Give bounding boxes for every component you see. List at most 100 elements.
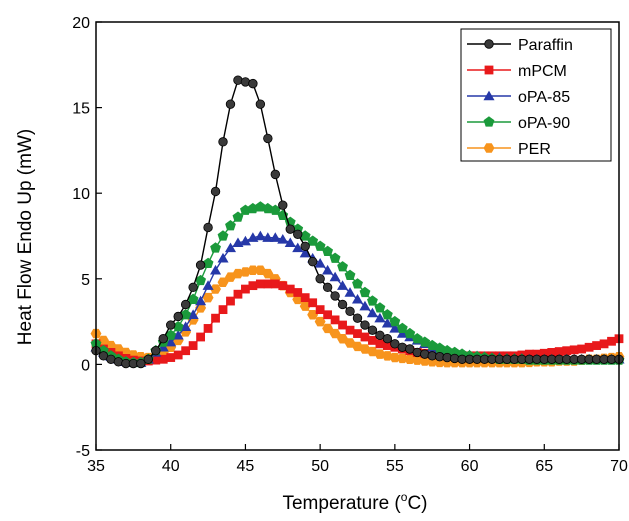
data-point <box>187 309 199 319</box>
data-point <box>225 220 236 231</box>
data-point <box>374 302 386 313</box>
data-point <box>307 256 318 267</box>
data-point <box>352 313 363 323</box>
data-point <box>330 291 340 301</box>
data-point <box>165 336 177 347</box>
x-tick-label: 60 <box>461 458 479 475</box>
data-point <box>330 315 340 325</box>
data-point <box>202 280 214 290</box>
y-tick-label: 10 <box>72 186 90 203</box>
data-point <box>344 338 356 348</box>
data-point <box>241 284 250 294</box>
data-point <box>218 137 228 147</box>
data-point <box>360 320 370 330</box>
data-point <box>293 288 303 297</box>
data-point <box>151 346 161 356</box>
data-point <box>353 329 362 338</box>
data-point <box>396 322 408 334</box>
legend-item: mPCM <box>467 63 567 80</box>
x-tick-label: 45 <box>237 458 255 475</box>
data-point <box>314 316 326 327</box>
y-tick-label: 5 <box>81 272 90 289</box>
data-point <box>359 300 371 311</box>
x-tick-label: 35 <box>87 458 105 475</box>
x-tick-label: 70 <box>610 458 628 475</box>
data-point <box>180 321 192 331</box>
data-point <box>195 295 207 306</box>
y-tick-label: -5 <box>76 443 90 460</box>
data-point <box>345 306 355 317</box>
data-point <box>375 339 385 349</box>
x-axis-title: Temperature (oC) <box>282 490 427 514</box>
data-point <box>225 272 236 282</box>
data-point <box>136 358 146 369</box>
data-point <box>202 257 214 269</box>
data-point <box>210 186 221 197</box>
legend-item: oPA-90 <box>467 115 570 132</box>
y-tick-label: 15 <box>72 101 90 118</box>
data-point <box>562 346 572 356</box>
legend-label: mPCM <box>518 63 567 80</box>
data-point <box>180 309 192 320</box>
series-paraffin <box>91 75 624 369</box>
data-point <box>284 237 296 248</box>
data-point <box>292 242 304 253</box>
data-point <box>143 354 154 364</box>
legend-label: Paraffin <box>518 37 573 54</box>
data-point <box>254 230 266 241</box>
data-point <box>337 299 348 310</box>
legend-marker <box>483 116 495 127</box>
data-point <box>396 353 408 364</box>
data-point <box>607 336 616 346</box>
data-point <box>389 323 401 333</box>
data-point <box>599 339 609 349</box>
y-tick-label: 0 <box>81 357 90 374</box>
data-point <box>374 312 386 323</box>
legend-marker <box>483 143 495 153</box>
data-point <box>225 99 236 109</box>
x-axis-title-main: Temperature ( <box>282 493 401 514</box>
data-point <box>322 245 334 257</box>
data-point <box>263 133 273 144</box>
data-point <box>173 311 183 322</box>
data-point <box>233 289 243 299</box>
data-point <box>352 278 363 289</box>
data-point <box>173 350 183 360</box>
data-point <box>322 282 333 293</box>
x-tick-label: 55 <box>386 458 404 475</box>
data-point <box>248 281 258 291</box>
data-point <box>344 287 356 297</box>
data-point <box>224 242 237 253</box>
data-point <box>285 284 295 294</box>
data-point <box>254 201 266 212</box>
data-point <box>366 307 378 318</box>
data-point <box>382 334 393 344</box>
x-tick-label: 65 <box>535 458 553 475</box>
y-tick-label: 20 <box>72 15 90 32</box>
data-point <box>584 342 594 352</box>
data-point <box>285 224 295 234</box>
data-point <box>158 334 168 344</box>
data-point <box>247 265 259 275</box>
data-point <box>389 352 401 363</box>
data-point <box>315 274 325 284</box>
data-point <box>368 336 377 345</box>
data-point <box>166 320 176 330</box>
data-point <box>270 169 281 180</box>
data-point <box>577 344 587 354</box>
legend-marker <box>484 65 494 75</box>
data-point <box>166 353 176 362</box>
data-point <box>323 310 333 320</box>
data-point <box>262 202 274 214</box>
data-point <box>181 346 191 356</box>
data-point <box>337 261 348 272</box>
legend-item: oPA-85 <box>467 89 570 106</box>
y-axis-title: Heat Flow Endo Up (mW) <box>15 129 36 345</box>
data-point <box>404 327 416 339</box>
legend-item: PER <box>467 141 551 158</box>
data-point <box>329 252 341 263</box>
data-point <box>277 234 289 244</box>
data-point <box>396 328 408 338</box>
data-point <box>278 281 288 291</box>
axes: 35 40 45 50 55 60 65 70 -5 0 5 10 15 20 <box>72 15 628 475</box>
